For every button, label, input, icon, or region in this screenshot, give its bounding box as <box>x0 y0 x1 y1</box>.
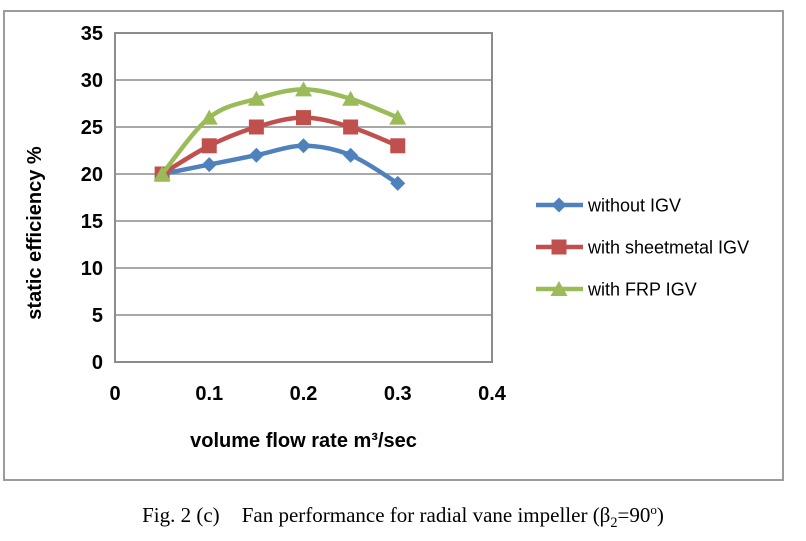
y-tick-label: 0 <box>92 352 103 374</box>
legend-label: without IGV <box>587 196 681 216</box>
legend-label: with sheetmetal IGV <box>587 238 749 258</box>
triangle-marker-icon <box>295 81 312 97</box>
diamond-marker-icon <box>551 197 567 213</box>
series-with-frp-igv <box>153 81 407 181</box>
square-marker-icon <box>201 138 217 154</box>
legend: without IGV with sheetmetal IGV with FRP I… <box>536 196 749 300</box>
y-axis-title: static efficiency % <box>24 146 46 320</box>
triangle-marker-icon <box>153 166 171 181</box>
triangle-marker-icon <box>247 90 265 106</box>
square-marker-icon <box>248 119 264 135</box>
square-marker-icon <box>551 239 567 255</box>
y-tick-label: 10 <box>81 258 103 280</box>
square-marker-icon <box>343 119 359 135</box>
caption-superscript: o <box>650 502 657 517</box>
y-tick-label: 20 <box>81 164 103 186</box>
fan-performance-chart: 0 5 10 15 20 25 30 35 0 0.1 0.2 0.3 0.4 volume flow r… <box>24 23 749 452</box>
x-tick-label: 0.1 <box>195 383 223 405</box>
figure-caption: Fig. 2 (c) Fan performance for radial van… <box>0 502 806 532</box>
y-tick-label: 25 <box>81 117 103 139</box>
y-tick-label: 35 <box>81 23 103 45</box>
legend-item-with-sheetmetal-igv: with sheetmetal IGV <box>536 238 749 258</box>
caption-subscript: 2 <box>610 515 618 532</box>
legend-item-with-frp-igv: with FRP IGV <box>536 280 697 300</box>
caption-text-end: ) <box>656 503 664 527</box>
diamond-marker-icon <box>390 175 406 191</box>
diamond-marker-icon <box>201 157 217 173</box>
triangle-marker-icon <box>389 109 407 125</box>
legend-label: with FRP IGV <box>587 280 697 300</box>
triangle-marker-icon <box>342 90 360 106</box>
diamond-marker-icon <box>296 138 311 154</box>
triangle-marker-icon <box>550 281 568 296</box>
y-tick-label: 15 <box>81 211 103 233</box>
chart-frame: 0 5 10 15 20 25 30 35 0 0.1 0.2 0.3 0.4 volume flow r… <box>3 10 784 481</box>
series-with-sheetmetal-igv <box>154 110 406 182</box>
caption-text: Fan performance for radial vane impeller… <box>241 503 611 527</box>
square-marker-icon <box>390 138 406 154</box>
x-axis-title: volume flow rate m³/sec <box>190 430 417 452</box>
y-tick-label: 5 <box>92 305 103 327</box>
plot-border <box>114 32 493 363</box>
x-tick-label: 0.4 <box>478 383 507 405</box>
y-axis-tick-labels: 0 5 10 15 20 25 30 35 <box>81 23 103 374</box>
diamond-marker-icon <box>248 147 264 163</box>
caption-text-mid: =90 <box>617 503 651 527</box>
series-without-igv <box>154 138 406 191</box>
x-axis-tick-labels: 0 0.1 0.2 0.3 0.4 <box>109 383 506 405</box>
caption-label: Fig. 2 (c) <box>142 503 220 527</box>
diamond-marker-icon <box>343 147 359 163</box>
square-marker-icon <box>296 110 311 126</box>
x-tick-label: 0.3 <box>384 383 412 405</box>
gridlines <box>115 32 492 363</box>
triangle-marker-icon <box>200 109 218 125</box>
legend-item-without-igv: without IGV <box>536 196 681 216</box>
x-tick-label: 0.2 <box>290 383 318 405</box>
y-tick-label: 30 <box>81 70 103 92</box>
x-tick-label: 0 <box>109 383 120 405</box>
